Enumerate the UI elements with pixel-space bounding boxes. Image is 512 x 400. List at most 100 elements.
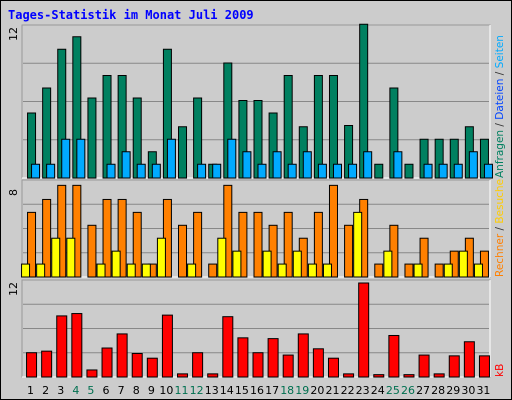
bar-anfragen-day-21 — [328, 75, 338, 179]
bar-dateien-day-16 — [257, 163, 267, 179]
bar-anfragen-day-6 — [102, 75, 112, 179]
bar-kb-day-29 — [448, 355, 460, 378]
bar-rechner-day-12 — [193, 211, 203, 278]
bar-kb-day-20 — [312, 348, 324, 378]
bar-besuche-day-8 — [126, 263, 136, 278]
bar-dateien-day-28 — [438, 163, 448, 179]
x-tick-label-day-29: 29 — [446, 384, 460, 397]
bar-kb-day-15 — [237, 337, 249, 378]
x-tick-label-day-30: 30 — [461, 384, 475, 397]
bar-dateien-day-27 — [423, 163, 433, 179]
side-legend-label: Seiten — [494, 35, 506, 68]
bar-rechner-day-8 — [132, 211, 142, 278]
x-tick-label-day-6: 6 — [103, 384, 110, 397]
x-tick-label-day-23: 23 — [356, 384, 370, 397]
x-tick-label-day-19: 19 — [295, 384, 309, 397]
chart-panel-1: 12 Anfragen / Dateien / Seiten — [7, 23, 506, 179]
side-legend-label: Rechner — [494, 233, 506, 277]
bar-kb-day-31 — [478, 355, 490, 378]
side-legend-label: kB — [494, 364, 506, 377]
bar-dateien-day-6 — [106, 163, 116, 179]
bar-besuche-day-9 — [141, 263, 151, 278]
bar-dateien-day-31 — [483, 163, 493, 179]
bar-rechner-day-2 — [42, 198, 52, 278]
side-legend-label: Besuche — [494, 179, 506, 224]
bar-dateien-day-3 — [61, 138, 71, 179]
bar-dateien-day-29 — [453, 163, 463, 179]
side-legend-label: Anfragen — [494, 130, 506, 178]
bar-besuche-day-30 — [458, 250, 468, 278]
bar-besuche-day-25 — [383, 250, 393, 278]
x-tick-label-day-25: 25 — [386, 384, 400, 397]
bar-dateien-day-10 — [166, 138, 176, 179]
x-tick-label-day-10: 10 — [159, 384, 173, 397]
side-legend-label: / — [494, 120, 506, 130]
bar-rechner-day-16 — [253, 211, 263, 278]
bar-kb-day-6 — [101, 347, 113, 378]
bar-rechner-day-1 — [27, 211, 37, 278]
bar-dateien-day-17 — [272, 151, 282, 179]
bar-dateien-day-22 — [348, 163, 358, 179]
bar-rechner-day-14 — [223, 184, 233, 278]
bar-dateien-day-13 — [212, 163, 222, 179]
bar-kb-day-24 — [373, 374, 385, 378]
bar-kb-day-21 — [327, 357, 339, 378]
bar-dateien-day-4 — [76, 138, 86, 179]
x-tick-label-day-24: 24 — [371, 384, 385, 397]
bar-besuche-day-29 — [443, 263, 453, 278]
x-tick-label-day-2: 2 — [42, 384, 49, 397]
side-legend-label: / — [494, 68, 506, 78]
bar-besuche-day-21 — [322, 263, 332, 278]
bar-rechner-day-7 — [117, 198, 127, 278]
bar-kb-day-5 — [86, 369, 98, 378]
bar-rechner-day-4 — [72, 184, 82, 278]
x-tick-label-day-5: 5 — [87, 384, 94, 397]
bar-kb-day-23 — [358, 282, 370, 378]
bar-kb-day-30 — [463, 341, 475, 378]
x-tick-label-day-31: 31 — [476, 384, 490, 397]
x-tick-label-day-13: 13 — [205, 384, 219, 397]
bar-kb-day-2 — [41, 350, 53, 378]
bar-anfragen-day-24 — [374, 163, 384, 179]
bar-kb-day-28 — [433, 373, 445, 378]
bar-kb-day-3 — [56, 315, 68, 378]
bar-dateien-day-25 — [393, 151, 403, 179]
bar-rechner-day-18 — [283, 211, 293, 278]
bar-rechner-day-28 — [434, 263, 444, 278]
bar-besuche-day-15 — [232, 250, 242, 278]
bar-besuche-day-18 — [277, 263, 287, 278]
bar-besuche-day-14 — [217, 237, 227, 278]
bar-anfragen-day-20 — [313, 75, 323, 179]
bar-anfragen-day-5 — [87, 97, 97, 179]
bar-anfragen-day-11 — [178, 126, 188, 179]
bar-rechner-day-22 — [344, 224, 354, 278]
bar-besuche-day-27 — [413, 263, 423, 278]
bar-anfragen-day-26 — [404, 163, 414, 179]
bar-besuche-day-19 — [292, 250, 302, 278]
bar-dateien-day-18 — [287, 163, 297, 179]
bar-kb-day-10 — [161, 314, 173, 378]
bar-kb-day-4 — [71, 313, 83, 378]
chart-panel-2: 8 Rechner / Besuche — [7, 179, 506, 278]
bar-dateien-day-30 — [468, 151, 478, 179]
x-tick-label-day-18: 18 — [280, 384, 294, 397]
bar-rechner-day-3 — [57, 184, 67, 278]
bar-kb-day-16 — [252, 352, 264, 378]
chart-title: Tages-Statistik im Monat Juli 2009 — [8, 8, 254, 22]
bar-rechner-day-5 — [87, 224, 97, 278]
x-tick-label-day-9: 9 — [148, 384, 155, 397]
bar-besuche-day-2 — [36, 263, 46, 278]
bar-rechner-day-13 — [208, 263, 218, 278]
x-tick-label-day-11: 11 — [175, 384, 189, 397]
bar-anfragen-day-18 — [283, 75, 293, 179]
side-legend-2: Rechner / Besuche — [494, 179, 506, 277]
bar-rechner-day-6 — [102, 198, 112, 278]
x-tick-label-day-21: 21 — [325, 384, 339, 397]
x-tick-label-day-4: 4 — [72, 384, 79, 397]
bar-kb-day-1 — [26, 352, 38, 378]
bar-rechner-day-20 — [313, 211, 323, 278]
bar-dateien-day-1 — [31, 163, 41, 179]
x-tick-label-day-3: 3 — [57, 384, 64, 397]
bar-kb-day-25 — [388, 334, 400, 378]
